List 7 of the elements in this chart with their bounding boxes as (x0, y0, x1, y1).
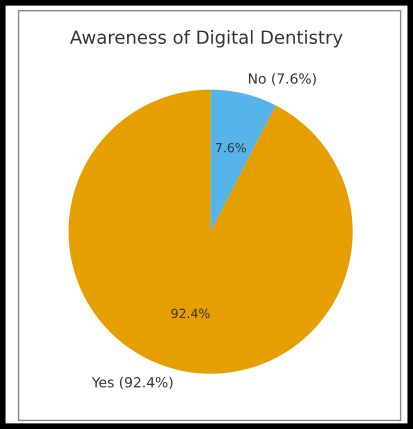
data-label: 7.6% (216, 143, 246, 152)
data-label: 92.4% (171, 308, 210, 318)
slice-label: No (7.6%) (248, 73, 316, 86)
pie-slice (210, 90, 276, 232)
slice-label: Yes (92.4%) (92, 376, 172, 390)
pie-slice (68, 90, 353, 374)
chart-title: Awareness of Digital Dentistry (70, 30, 343, 48)
